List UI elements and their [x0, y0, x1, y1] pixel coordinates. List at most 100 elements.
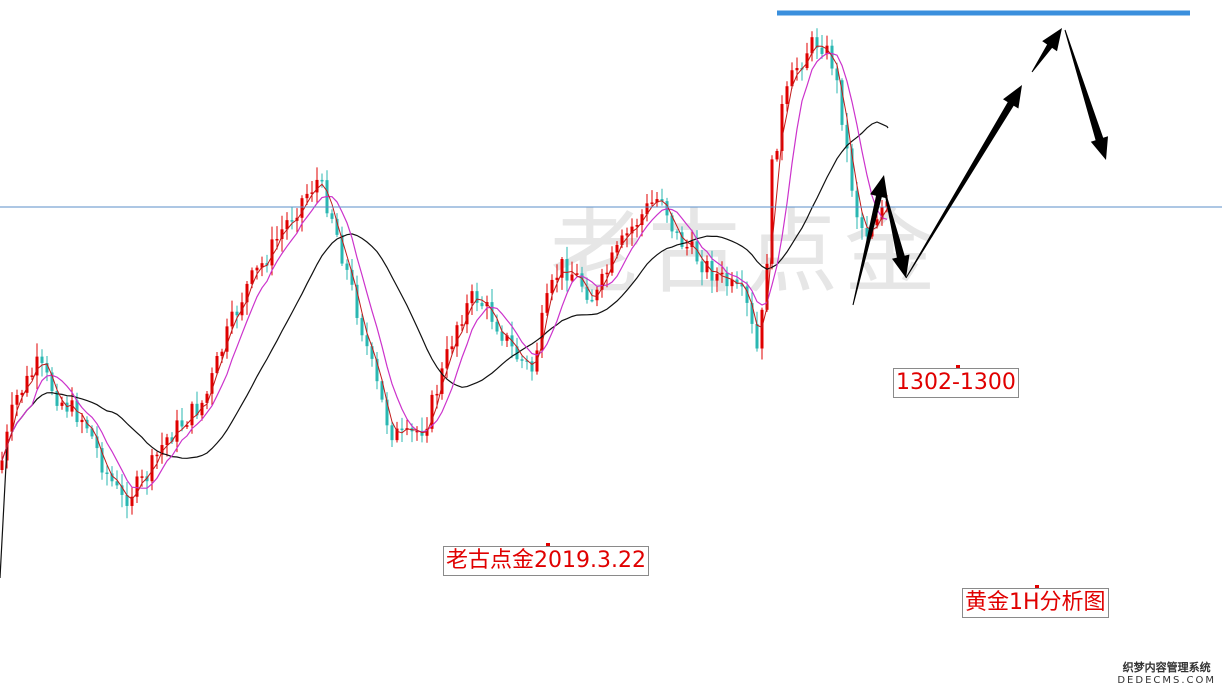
candle-body	[745, 286, 749, 303]
candle-body	[785, 86, 789, 104]
candle-body	[345, 263, 349, 270]
candle-body	[685, 246, 689, 249]
candle-body	[845, 124, 849, 149]
candle-body	[35, 356, 39, 376]
candle-body	[130, 496, 134, 506]
candle-body	[275, 238, 279, 241]
candle-body	[210, 373, 214, 394]
label-tick	[545, 543, 550, 546]
ma-slow-line	[0, 121, 889, 579]
candle-body	[260, 263, 264, 268]
candle-body	[25, 375, 29, 393]
candle-body	[400, 428, 404, 431]
candle-body	[565, 259, 569, 281]
candle-body	[265, 263, 269, 266]
candle-body	[95, 436, 99, 449]
candle-body	[280, 229, 284, 239]
candle-body	[675, 231, 679, 233]
candle-body	[15, 394, 19, 405]
candle-body	[595, 289, 599, 301]
candle-body	[105, 472, 109, 475]
candle-body	[500, 331, 504, 341]
candle-body	[205, 393, 209, 403]
candle-body	[835, 68, 839, 81]
candle-body	[230, 311, 234, 327]
candle-body	[340, 234, 344, 264]
candle-body	[650, 202, 654, 204]
candle-body	[700, 261, 704, 273]
candle-body	[355, 284, 359, 318]
candle-body	[220, 351, 224, 357]
candle-body	[310, 192, 314, 194]
candle-body	[660, 199, 664, 202]
candle-body	[315, 179, 319, 193]
candle-body	[765, 263, 769, 310]
candle-body	[625, 233, 629, 236]
candle-body	[420, 430, 424, 436]
candle-body	[460, 324, 464, 326]
candle-body	[235, 311, 239, 316]
candle-body	[830, 45, 834, 69]
candle-body	[840, 80, 844, 125]
candle-body	[505, 335, 509, 341]
candle-body	[880, 207, 884, 220]
candle-body	[85, 419, 89, 429]
candle-body	[135, 476, 139, 497]
candle-body	[55, 391, 59, 406]
candle-body	[140, 476, 144, 478]
label-tick	[955, 365, 960, 368]
candle-body	[380, 381, 384, 400]
candle-body	[415, 430, 419, 433]
candle-body	[630, 226, 634, 234]
candle-body	[790, 70, 794, 87]
site-mark-cn: 织梦内容管理系统	[1122, 661, 1211, 674]
candle-body	[760, 309, 764, 349]
candle-body	[40, 356, 44, 364]
candle-body	[490, 302, 494, 322]
projection-arrow	[852, 175, 888, 306]
chart-title-text: 黄金1H分析图	[965, 590, 1106, 615]
candle-body	[715, 273, 719, 281]
projection-arrow	[1064, 29, 1108, 160]
candle-body	[50, 372, 54, 392]
candle-body	[780, 103, 784, 151]
ma-mid-line	[1, 52, 888, 489]
candle-body	[255, 267, 259, 271]
candle-body	[80, 419, 84, 423]
candle-body	[585, 286, 589, 300]
candle-body	[875, 219, 879, 226]
candle-body	[370, 346, 374, 359]
candle-body	[70, 400, 74, 412]
candle-body	[20, 392, 24, 395]
candle-body	[10, 404, 14, 432]
candle-body	[720, 272, 724, 275]
candle-body	[110, 473, 114, 482]
candle-body	[365, 335, 369, 347]
candle-body	[170, 437, 174, 442]
candle-body	[470, 291, 474, 304]
candle-body	[610, 252, 614, 273]
candle-body	[30, 375, 34, 377]
candle-body	[120, 485, 124, 495]
candle-body	[225, 326, 229, 352]
chart-title-label: 黄金1H分析图	[962, 585, 1109, 618]
candle-body	[270, 239, 274, 266]
candle-body	[250, 270, 254, 284]
candle-body	[615, 244, 619, 253]
candle-body	[850, 148, 854, 191]
candle-body	[160, 445, 164, 455]
projection-arrow	[883, 187, 910, 278]
candle-body	[560, 259, 564, 278]
candle-body	[195, 403, 199, 416]
candle-body	[770, 159, 774, 264]
candle-body	[450, 346, 454, 350]
candle-body	[750, 302, 754, 324]
candle-body	[330, 213, 334, 219]
candle-body	[200, 402, 204, 416]
candle-body	[100, 448, 104, 473]
candle-body	[430, 394, 434, 429]
candle-body	[570, 274, 574, 281]
projection-arrow	[1031, 28, 1062, 73]
candle-body	[90, 428, 94, 437]
